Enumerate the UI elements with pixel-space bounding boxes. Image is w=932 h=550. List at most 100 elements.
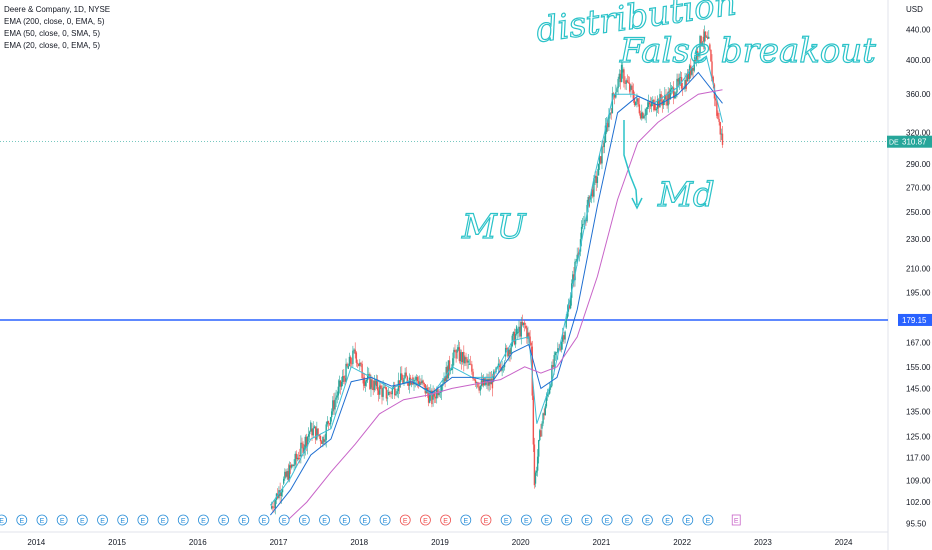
- candle-body: [413, 380, 415, 385]
- earnings-marker[interactable]: [399, 514, 411, 526]
- candle-body: [705, 36, 708, 38]
- earnings-marker[interactable]: [500, 514, 512, 526]
- earnings-marker[interactable]: [16, 514, 28, 526]
- earnings-marker[interactable]: [76, 514, 88, 526]
- candle-body: [533, 444, 536, 486]
- earnings-marker[interactable]: [218, 514, 230, 526]
- candle-body: [394, 385, 396, 396]
- earnings-marker[interactable]: [440, 514, 452, 526]
- candle-body: [655, 108, 658, 111]
- earnings-marker[interactable]: [420, 514, 431, 526]
- candle-body: [527, 332, 529, 339]
- earnings-marker[interactable]: [561, 514, 573, 526]
- candle-body: [300, 442, 302, 457]
- earnings-marker[interactable]: [278, 514, 290, 526]
- candle-body: [506, 347, 508, 349]
- candle-body: [641, 112, 643, 119]
- candle-body: [674, 96, 676, 99]
- sma50-line: [270, 71, 723, 516]
- earnings-marker[interactable]: [258, 514, 270, 526]
- candle-body: [667, 91, 669, 106]
- legend-ema200[interactable]: EMA (200, close, 0, EMA, 5): [4, 17, 105, 26]
- chart-legend: Deere & Company, 1D, NYSE EMA (200, clos…: [4, 4, 110, 52]
- earnings-marker[interactable]: [36, 514, 48, 526]
- candle-body: [582, 224, 584, 227]
- earnings-marker[interactable]: [642, 514, 653, 526]
- earnings-marker[interactable]: [480, 514, 492, 526]
- candle-body: [436, 389, 438, 399]
- candle-body: [411, 383, 413, 385]
- candle-body: [684, 79, 686, 89]
- candle-body: [685, 79, 687, 89]
- earnings-marker[interactable]: [117, 514, 129, 526]
- earnings-letter: E: [161, 518, 166, 525]
- candle-body: [431, 390, 433, 405]
- earnings-marker[interactable]: [621, 514, 633, 526]
- candle-body: [328, 423, 331, 425]
- earnings-marker[interactable]: [137, 514, 149, 526]
- candle-body: [419, 382, 421, 386]
- candle-body: [346, 363, 348, 367]
- candle-body: [305, 436, 308, 447]
- candle-body: [291, 464, 293, 468]
- legend-ema20[interactable]: EMA (20, close, 0, EMA, 5): [4, 41, 101, 50]
- legend-sma50[interactable]: EMA (50, close, 0, SMA, 5): [4, 29, 101, 38]
- candle-body: [281, 488, 284, 493]
- candle-body: [318, 434, 320, 437]
- earnings-letter: E: [363, 518, 368, 525]
- earnings-marker[interactable]: [541, 514, 552, 526]
- candle-body: [691, 67, 693, 75]
- earnings-marker[interactable]: [379, 514, 391, 526]
- earnings-marker[interactable]: [157, 514, 169, 526]
- earnings-marker[interactable]: [298, 514, 310, 526]
- earnings-marker[interactable]: [581, 514, 593, 526]
- candle-body: [347, 366, 349, 369]
- earnings-marker[interactable]: [319, 514, 330, 526]
- earnings-marker[interactable]: [520, 514, 532, 526]
- price-tick-label: 135.00: [906, 407, 931, 416]
- earnings-marker[interactable]: [339, 514, 351, 526]
- candle-body: [312, 428, 314, 436]
- earnings-marker[interactable]: [177, 514, 189, 526]
- earnings-marker[interactable]: [56, 514, 68, 526]
- earnings-marker[interactable]: [198, 514, 209, 526]
- earnings-marker[interactable]: [601, 514, 613, 526]
- candle-body: [653, 99, 655, 111]
- candle-body: [293, 464, 295, 467]
- earnings-marker[interactable]: [359, 514, 371, 526]
- candle-body: [694, 60, 697, 61]
- earnings-letter: E: [241, 518, 246, 525]
- earnings-marker[interactable]: [682, 514, 694, 526]
- price-tick-label: 210.00: [906, 265, 931, 274]
- legend-title[interactable]: Deere & Company, 1D, NYSE: [4, 5, 111, 14]
- candle-body: [535, 470, 538, 473]
- earnings-marker[interactable]: [702, 514, 714, 526]
- candle-body: [517, 331, 519, 334]
- candle-body: [492, 371, 495, 382]
- earnings-marker[interactable]: [460, 514, 472, 526]
- time-tick-label: 2022: [673, 538, 691, 547]
- candle-body: [590, 189, 593, 196]
- candle-body: [286, 471, 288, 477]
- candle-body: [664, 94, 666, 100]
- earnings-future-marker[interactable]: [731, 514, 741, 526]
- candle-body: [325, 424, 327, 440]
- candle-body: [496, 366, 498, 368]
- earnings-marker[interactable]: [0, 514, 8, 526]
- candle-body: [557, 348, 559, 353]
- candle-body: [630, 85, 632, 90]
- earnings-marker[interactable]: [238, 514, 250, 526]
- candle-body: [434, 396, 437, 399]
- earnings-letter: E: [201, 518, 206, 525]
- candle-body: [635, 101, 637, 105]
- candle-body: [297, 457, 300, 460]
- candle-body: [647, 102, 650, 108]
- earnings-marker[interactable]: [662, 514, 674, 526]
- earnings-marker[interactable]: [97, 514, 108, 526]
- earnings-letter: E: [19, 518, 24, 525]
- candle-body: [460, 352, 463, 363]
- candle-body: [467, 360, 469, 363]
- candle-body: [542, 413, 544, 424]
- candle-body: [704, 31, 707, 38]
